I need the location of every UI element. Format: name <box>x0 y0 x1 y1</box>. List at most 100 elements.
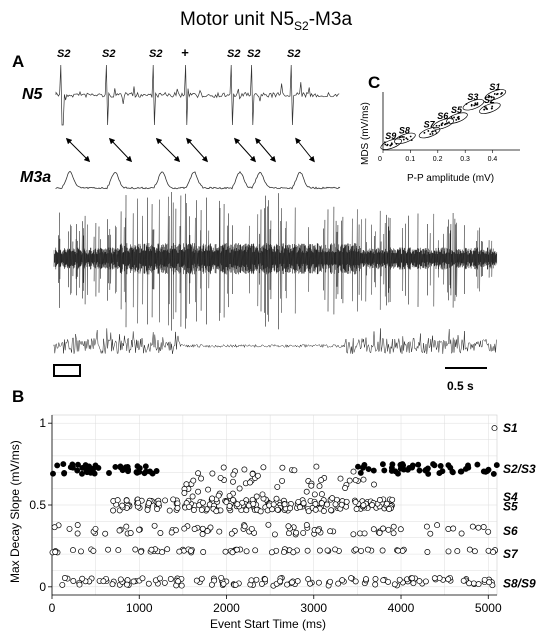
data-point <box>424 465 431 472</box>
cluster-point <box>496 92 499 95</box>
data-point <box>372 576 379 582</box>
cluster-point <box>491 105 494 108</box>
data-point <box>348 575 355 582</box>
panel-c-xtick: 0.1 <box>405 156 415 163</box>
data-point <box>78 548 84 555</box>
data-point <box>315 527 322 534</box>
data-point <box>380 577 387 584</box>
data-point <box>234 501 241 508</box>
data-point <box>167 576 174 582</box>
data-point <box>490 470 497 477</box>
data-point <box>352 546 359 553</box>
panel-a-label: A <box>12 52 24 71</box>
data-point <box>136 468 143 475</box>
data-point <box>395 470 401 477</box>
data-point <box>312 501 319 507</box>
data-point <box>83 467 90 474</box>
data-point <box>396 576 403 583</box>
cluster-point <box>476 103 479 106</box>
cluster-label: S3 <box>467 92 478 102</box>
m3a-trace-label: M3a <box>20 169 51 186</box>
data-point <box>445 548 452 555</box>
data-point <box>460 577 467 584</box>
data-point <box>123 497 130 504</box>
cluster-point <box>465 103 468 105</box>
data-point <box>109 581 116 588</box>
time-window-box <box>53 364 81 377</box>
data-point <box>303 488 310 495</box>
data-point <box>142 463 149 470</box>
cluster-point <box>391 143 393 146</box>
data-point <box>230 497 237 503</box>
data-point <box>370 526 377 533</box>
data-point <box>293 529 300 536</box>
data-point <box>124 581 130 588</box>
data-point <box>258 580 265 587</box>
data-point <box>313 463 320 470</box>
cluster-point <box>402 138 405 141</box>
cluster-point <box>427 130 430 132</box>
data-point <box>74 530 81 537</box>
data-point <box>166 507 173 514</box>
data-point <box>187 547 194 554</box>
data-point <box>385 578 392 585</box>
spike-label: S2 <box>247 48 260 60</box>
data-point <box>257 508 264 515</box>
data-point <box>361 461 368 468</box>
data-point <box>110 507 117 514</box>
data-point <box>209 495 216 502</box>
data-point <box>343 498 350 505</box>
data-point <box>415 461 422 468</box>
data-point <box>350 531 357 538</box>
data-point <box>390 523 397 530</box>
data-point <box>454 548 461 555</box>
data-point <box>289 579 295 586</box>
data-point <box>151 522 158 529</box>
data-point <box>395 547 402 554</box>
data-point <box>328 507 335 514</box>
data-point <box>193 577 200 584</box>
data-point <box>236 485 243 492</box>
cluster-point <box>395 142 398 145</box>
data-point <box>370 467 377 474</box>
panel-c-xtick: 0.3 <box>460 156 470 163</box>
panel-c-chart: MDS (mV/ms) P-P amplitude (mV) 0 0.1 0.2 0.… <box>360 82 520 184</box>
series-label: S8/S9 <box>503 577 536 591</box>
data-point <box>469 523 476 530</box>
panel-c-label: C <box>368 73 380 92</box>
cluster-point <box>384 143 387 146</box>
panel-b-xtick: 5000 <box>475 601 502 615</box>
data-point <box>259 491 266 498</box>
cluster-point <box>429 133 432 136</box>
data-point <box>52 549 59 555</box>
data-point <box>361 530 368 537</box>
series-label: S5 <box>503 500 518 514</box>
data-point <box>360 502 367 509</box>
arrows-group <box>65 137 315 163</box>
data-point <box>332 501 339 508</box>
cluster-point <box>423 131 426 134</box>
cluster-point <box>431 130 433 133</box>
data-point <box>355 463 361 470</box>
data-point <box>161 579 168 586</box>
data-point <box>223 499 230 506</box>
data-point <box>74 467 81 474</box>
data-point <box>136 526 143 533</box>
cluster-point <box>483 108 486 111</box>
data-point <box>480 524 487 530</box>
data-point <box>358 547 365 554</box>
data-point <box>134 463 141 470</box>
cluster-label: S1 <box>489 82 500 92</box>
cluster-point <box>450 116 453 118</box>
data-point <box>191 526 198 532</box>
data-point <box>271 531 278 538</box>
data-point <box>253 493 260 500</box>
data-point <box>287 505 294 512</box>
correlation-arrow <box>108 137 133 163</box>
data-point <box>220 580 227 587</box>
data-point <box>425 470 432 477</box>
data-point <box>465 462 471 469</box>
data-point <box>285 523 292 530</box>
data-point <box>422 578 429 585</box>
data-point <box>241 523 248 530</box>
